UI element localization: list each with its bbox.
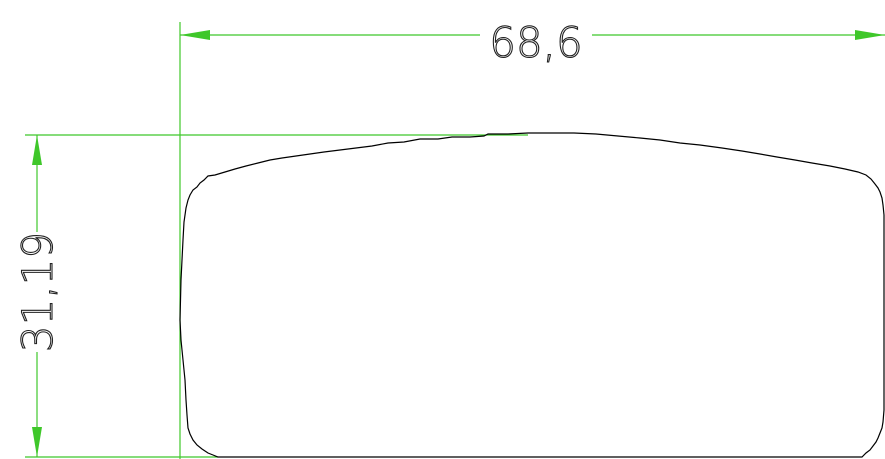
width-arrow-left (180, 30, 210, 40)
width-arrow-right (855, 30, 885, 40)
height-dimension-label: 31,19 (13, 232, 62, 352)
width-dimension: 68,6 (180, 17, 885, 68)
height-dimension: 31,19 (12, 135, 63, 457)
height-arrow-top (32, 135, 42, 165)
height-arrow-bottom (32, 427, 42, 457)
width-dimension-label: 68,6 (489, 18, 583, 67)
part-outline (179, 132, 885, 458)
